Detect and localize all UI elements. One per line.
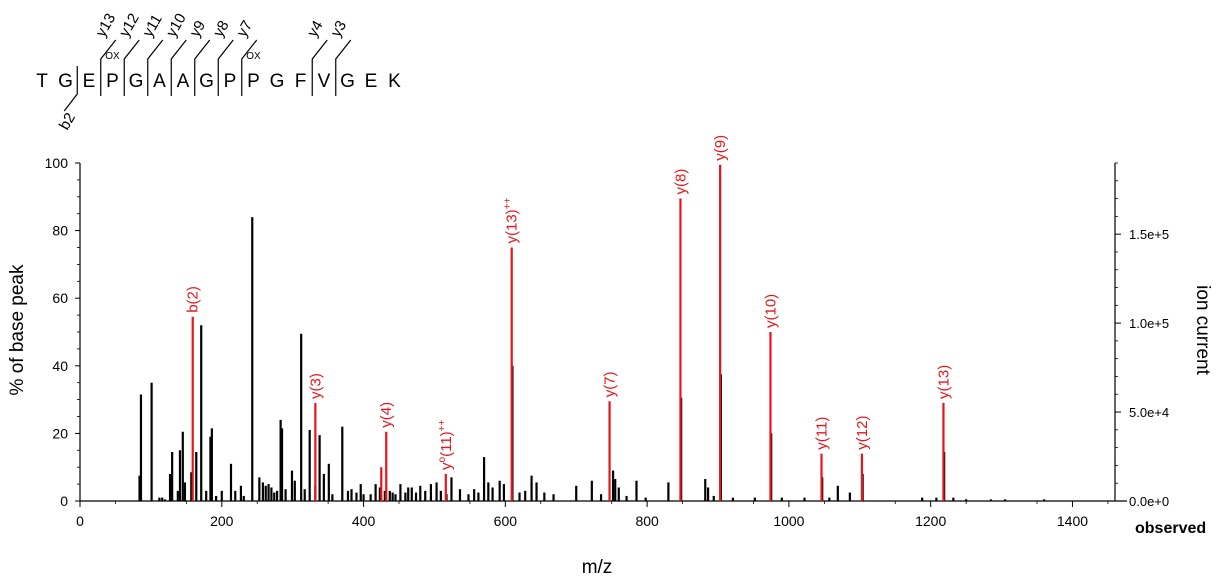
x-tick-label: 0 bbox=[76, 513, 84, 529]
y-tick-label: 60 bbox=[52, 290, 68, 306]
y-tick-label: 100 bbox=[45, 155, 69, 171]
y-tick-label: 40 bbox=[52, 358, 68, 374]
y-fragment-label: y4 bbox=[304, 18, 327, 40]
y2-tick-label: 0.0e+0 bbox=[1129, 494, 1169, 509]
x-tick-label: 1200 bbox=[915, 513, 946, 529]
residue: P bbox=[106, 71, 119, 92]
axes: 0 20 40 60 80 100 0.0e+0 5.0e+4 1.0e+5 1.5e+5 0 200… bbox=[45, 155, 1169, 529]
residue: G bbox=[129, 71, 144, 92]
peak-labels: b(2) y(3) y(4) yo(11)++ y(13)++ y(7) y(8) y(9) y… bbox=[185, 135, 953, 470]
y-tick-label: 0 bbox=[60, 493, 68, 509]
y-fragment-bracket bbox=[335, 39, 352, 96]
y-fragment-label: y8 bbox=[210, 18, 233, 40]
x-tick-label: 600 bbox=[494, 513, 518, 529]
y2-tick-label: 5.0e+4 bbox=[1129, 405, 1169, 420]
matched-peak-label: y(13)++ bbox=[503, 197, 521, 243]
b-fragment-label: b2 bbox=[56, 110, 79, 133]
residue: G bbox=[58, 71, 73, 92]
y-fragment-label: y13 bbox=[92, 11, 119, 40]
x-tick-label: 400 bbox=[352, 513, 376, 529]
y2-axis-label: ion current bbox=[1192, 285, 1213, 375]
residue: V bbox=[318, 71, 331, 92]
y-fragment-label: y10 bbox=[163, 11, 190, 40]
y-fragment-bracket bbox=[194, 39, 211, 96]
residue: K bbox=[388, 71, 401, 92]
x-tick-label: 1400 bbox=[1057, 513, 1088, 529]
residue: P bbox=[224, 71, 237, 92]
x-axis-label: m/z bbox=[582, 557, 613, 578]
y-fragment-bracket bbox=[170, 39, 187, 96]
residue: G bbox=[340, 71, 355, 92]
matched-peak-label: y(4) bbox=[378, 402, 395, 428]
residue: A bbox=[153, 71, 166, 92]
y-fragment-bracket bbox=[147, 39, 164, 96]
matched-peak-label: yo(11)++ bbox=[437, 419, 455, 469]
matched-peak-label: y(10) bbox=[762, 294, 779, 328]
y2-tick-label: 1.5e+5 bbox=[1129, 227, 1169, 242]
b-fragment-bracket bbox=[63, 66, 78, 112]
y-tick-label: 80 bbox=[52, 223, 68, 239]
x-tick-label: 1000 bbox=[773, 513, 804, 529]
matched-peak-label: y(8) bbox=[672, 169, 689, 195]
y-fragment-label: y9 bbox=[186, 18, 209, 40]
matched-peak-label: b(2) bbox=[185, 286, 202, 313]
y-fragment-bracket bbox=[241, 39, 258, 96]
modification-label: OX bbox=[105, 51, 120, 62]
residue: E bbox=[365, 71, 378, 92]
residue: T bbox=[36, 71, 48, 92]
y2-tick-label: 1.0e+5 bbox=[1129, 316, 1169, 331]
y-fragment-label: y3 bbox=[327, 18, 350, 40]
modification-label: OX bbox=[246, 51, 261, 62]
y-fragment-label: y12 bbox=[116, 11, 143, 40]
y-axis-label: % of base peak bbox=[7, 264, 28, 395]
residue: E bbox=[83, 71, 96, 92]
matched-peak-label: y(12) bbox=[854, 415, 871, 449]
matched-peak-label: y(13) bbox=[935, 365, 952, 399]
y-fragment-label: y7 bbox=[233, 18, 256, 40]
observed-label: observed bbox=[1135, 520, 1206, 537]
y-fragment-bracket bbox=[100, 39, 117, 96]
y-fragment-label: y11 bbox=[139, 12, 165, 40]
peaks bbox=[138, 164, 1046, 501]
y-tick-label: 20 bbox=[52, 425, 68, 441]
matched-peak-label: y(11) bbox=[814, 417, 831, 450]
matched-peak-label: y(3) bbox=[307, 373, 324, 399]
residue: G bbox=[270, 71, 285, 92]
residue: G bbox=[199, 71, 214, 92]
y-fragment-bracket bbox=[123, 39, 140, 96]
x-tick-label: 200 bbox=[210, 513, 234, 529]
matched-peak-label: y(9) bbox=[712, 135, 729, 161]
y-fragment-bracket bbox=[217, 39, 234, 96]
residue: P bbox=[247, 71, 260, 92]
residue: A bbox=[177, 71, 190, 92]
residue: F bbox=[295, 71, 307, 92]
y-fragment-bracket bbox=[311, 39, 328, 96]
matched-peak-label: y(7) bbox=[602, 371, 619, 397]
x-tick-label: 800 bbox=[635, 513, 659, 529]
